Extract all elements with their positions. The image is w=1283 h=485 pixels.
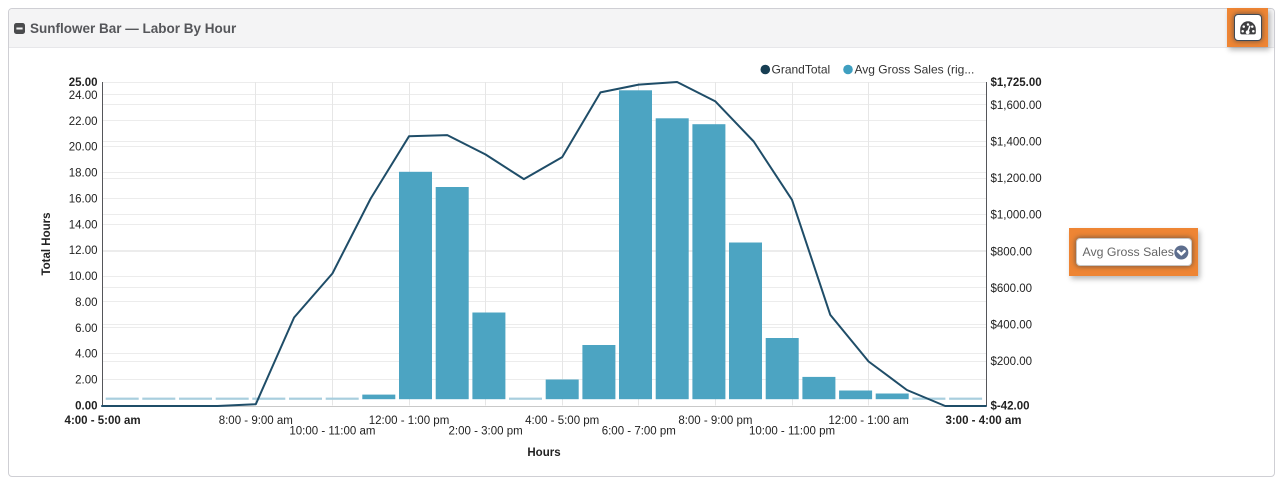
svg-text:8:00 - 9:00 am: 8:00 - 9:00 am xyxy=(219,415,293,427)
svg-text:Total Hours: Total Hours xyxy=(41,212,53,275)
svg-text:20.00: 20.00 xyxy=(69,142,98,154)
svg-text:12:00 - 1:00 pm: 12:00 - 1:00 pm xyxy=(369,415,450,427)
svg-text:6:00 - 7:00 pm: 6:00 - 7:00 pm xyxy=(602,426,676,438)
svg-text:$600.00: $600.00 xyxy=(991,283,1033,295)
svg-text:25.00: 25.00 xyxy=(69,77,98,89)
svg-text:10:00 - 11:00 am: 10:00 - 11:00 am xyxy=(289,426,375,438)
svg-text:$1,200.00: $1,200.00 xyxy=(991,173,1042,185)
svg-text:Hours: Hours xyxy=(527,447,560,459)
svg-text:$1,400.00: $1,400.00 xyxy=(991,137,1042,149)
svg-text:GrandTotal: GrandTotal xyxy=(772,63,831,77)
svg-text:18.00: 18.00 xyxy=(69,168,98,180)
svg-text:10:00 - 11:00 pm: 10:00 - 11:00 pm xyxy=(749,426,835,438)
svg-text:3:00 - 4:00 am: 3:00 - 4:00 am xyxy=(945,415,1021,427)
svg-text:8.00: 8.00 xyxy=(75,297,97,309)
svg-text:$1,600.00: $1,600.00 xyxy=(991,100,1042,112)
svg-text:14.00: 14.00 xyxy=(69,219,98,231)
svg-text:10.00: 10.00 xyxy=(69,271,98,283)
svg-text:4.00: 4.00 xyxy=(75,349,97,361)
svg-text:$800.00: $800.00 xyxy=(991,246,1033,258)
svg-text:$1,725.00: $1,725.00 xyxy=(991,77,1042,89)
svg-text:Avg Gross Sales (rig...: Avg Gross Sales (rig... xyxy=(855,63,975,77)
svg-text:2.00: 2.00 xyxy=(75,375,97,387)
svg-text:12.00: 12.00 xyxy=(69,245,98,257)
svg-text:$400.00: $400.00 xyxy=(991,320,1033,332)
svg-text:$-42.00: $-42.00 xyxy=(991,401,1030,413)
svg-text:$1,000.00: $1,000.00 xyxy=(991,210,1042,222)
svg-text:$200.00: $200.00 xyxy=(991,356,1033,368)
svg-text:0.00: 0.00 xyxy=(75,401,97,413)
svg-text:4:00 - 5:00 pm: 4:00 - 5:00 pm xyxy=(525,415,599,427)
svg-text:6.00: 6.00 xyxy=(75,323,97,335)
svg-text:12:00 - 1:00 am: 12:00 - 1:00 am xyxy=(828,415,909,427)
svg-text:4:00 - 5:00 am: 4:00 - 5:00 am xyxy=(65,415,141,427)
svg-text:8:00 - 9:00 pm: 8:00 - 9:00 pm xyxy=(678,415,752,427)
svg-text:2:00 - 3:00 pm: 2:00 - 3:00 pm xyxy=(449,426,523,438)
svg-text:22.00: 22.00 xyxy=(69,116,98,128)
svg-text:16.00: 16.00 xyxy=(69,194,98,206)
svg-text:24.00: 24.00 xyxy=(69,90,98,102)
